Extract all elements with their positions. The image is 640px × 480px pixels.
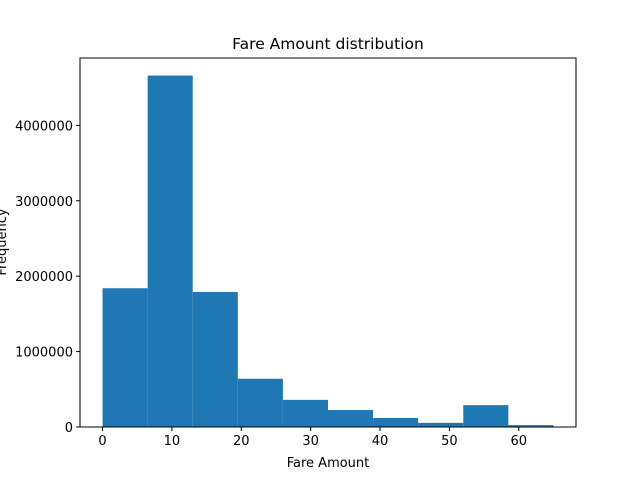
x-axis-label: Fare Amount [287,456,370,471]
histogram-bar [463,405,509,427]
x-tick-label: 40 [372,434,389,449]
histogram-bar [508,425,554,427]
bars-group [102,75,554,428]
y-tick-label: 3000000 [15,195,73,210]
x-tick-label: 10 [164,434,181,449]
chart-title: Fare Amount distribution [232,35,424,53]
y-tick-label: 0 [65,421,73,436]
x-axis-ticks: 0 10 20 30 40 50 60 [98,427,527,449]
x-tick-label: 0 [98,434,106,449]
histogram-bar [237,378,283,427]
histogram-bar [147,75,193,428]
x-tick-label: 60 [510,434,527,449]
y-axis-label: Frequency [0,208,10,275]
y-tick-label: 2000000 [15,270,73,285]
y-axis-ticks: 0 1000000 2000000 3000000 4000000 [15,119,80,436]
histogram-bar [373,417,419,427]
axes-frame [79,57,577,428]
y-tick-label: 1000000 [15,346,73,361]
histogram-bar [328,410,374,427]
histogram-bar [418,422,464,427]
histogram-bar [192,292,238,427]
x-tick-label: 50 [441,434,458,449]
x-tick-label: 20 [233,434,250,449]
x-tick-label: 30 [302,434,319,449]
y-tick-label: 4000000 [15,119,73,134]
histogram-bar [282,399,328,427]
histogram-bar [102,288,148,427]
